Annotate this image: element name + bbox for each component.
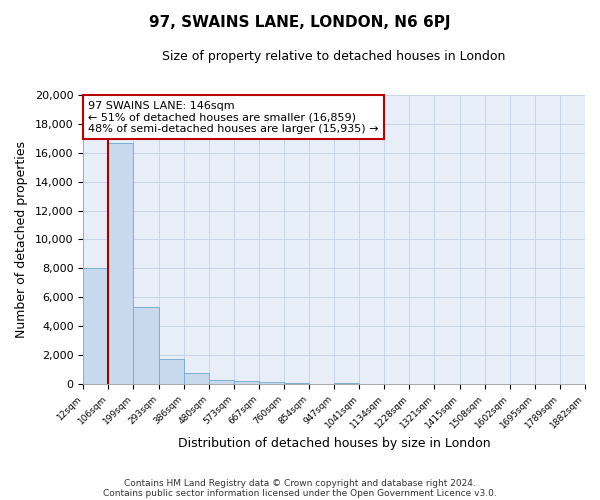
Text: 97 SWAINS LANE: 146sqm
← 51% of detached houses are smaller (16,859)
48% of semi: 97 SWAINS LANE: 146sqm ← 51% of detached… [88, 100, 379, 134]
Text: Contains HM Land Registry data © Crown copyright and database right 2024.: Contains HM Land Registry data © Crown c… [124, 478, 476, 488]
X-axis label: Distribution of detached houses by size in London: Distribution of detached houses by size … [178, 437, 490, 450]
Bar [334, 382, 359, 384]
Title: Size of property relative to detached houses in London: Size of property relative to detached ho… [163, 50, 506, 63]
Bar [83, 268, 109, 384]
Bar [234, 382, 259, 384]
Text: Contains public sector information licensed under the Open Government Licence v3: Contains public sector information licen… [103, 488, 497, 498]
Bar [284, 382, 309, 384]
Y-axis label: Number of detached properties: Number of detached properties [15, 141, 28, 338]
Bar [209, 380, 234, 384]
Bar [158, 359, 184, 384]
Bar [184, 372, 209, 384]
Bar [259, 382, 284, 384]
Text: 97, SWAINS LANE, LONDON, N6 6PJ: 97, SWAINS LANE, LONDON, N6 6PJ [149, 15, 451, 30]
Bar [133, 308, 158, 384]
Bar [109, 143, 133, 384]
